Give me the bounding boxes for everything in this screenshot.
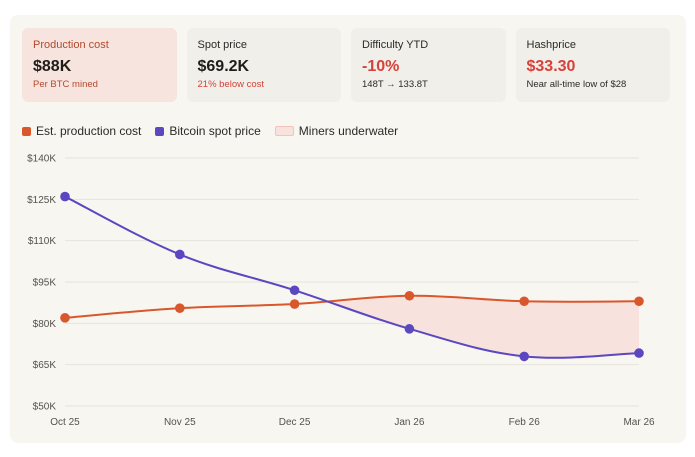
x-tick-label: Jan 26 [394, 417, 424, 428]
y-tick-label: $95K [33, 278, 57, 289]
x-tick-label: Feb 26 [509, 417, 541, 428]
card-label: Hashprice [526, 39, 577, 51]
data-point-cost [60, 313, 70, 323]
chart-legend: Est. production cost Bitcoin spot price … [22, 124, 412, 138]
card-label: Production cost [33, 39, 109, 51]
data-point-spot [404, 324, 415, 334]
legend-swatch-spot [155, 126, 165, 136]
dashboard-panel: Production cost $88K Per BTC mined Spot … [10, 15, 686, 443]
data-point-spot [60, 191, 70, 202]
y-tick-label: $50K [33, 402, 57, 413]
y-tick-label: $65K [33, 360, 57, 371]
data-point-spot [519, 351, 529, 362]
production-cost-card: Production cost $88K Per BTC mined [22, 28, 177, 102]
data-point-spot [175, 249, 185, 260]
data-point-cost [175, 303, 185, 313]
legend-label-underwater: Miners underwater [298, 124, 399, 138]
data-point-cost [289, 299, 300, 309]
card-value: $33.30 [526, 58, 576, 75]
card-subtext: 148T → 133.8T [362, 79, 428, 90]
data-point-spot [634, 348, 644, 358]
card-subtext: 21% below cost [197, 79, 265, 90]
data-point-cost [519, 296, 529, 307]
x-tick-label: Nov 25 [164, 417, 196, 428]
legend-label-cost: Est. production cost [36, 124, 142, 138]
x-tick-label: Dec 25 [279, 417, 311, 428]
card-label: Spot price [197, 39, 248, 51]
y-tick-label: $80K [33, 319, 57, 330]
hashprice-card: Hashprice $33.30 Near all-time low of $2… [515, 28, 670, 102]
spot-price-card: Spot price $69.2K 21% below cost [186, 28, 341, 102]
card-subtext: Per BTC mined [33, 79, 98, 90]
data-point-cost [404, 290, 415, 301]
y-tick-label: $110K [28, 236, 57, 247]
y-tick-label: $125K [27, 195, 56, 206]
x-tick-label: Mar 26 [623, 417, 655, 428]
card-subtext: Near all-time low of $28 [526, 79, 627, 90]
data-point-cost [634, 296, 644, 307]
card-value: -10% [362, 58, 400, 75]
data-point-spot [289, 285, 300, 296]
x-tick-label: Oct 25 [50, 417, 80, 428]
card-value: $69.2K [197, 58, 250, 75]
y-tick-label: $140K [27, 154, 56, 165]
series-line-spot [64, 195, 640, 359]
legend-label-spot: Bitcoin spot price [169, 124, 261, 138]
legend-swatch-cost [22, 126, 31, 136]
card-value: $88K [33, 58, 72, 75]
underwater-area [328, 295, 639, 358]
legend-item-cost: Est. production cost [22, 124, 141, 138]
series-line-cost [64, 294, 640, 319]
difficulty-card: Difficulty YTD -10% 148T → 133.8T [351, 28, 506, 102]
kpi-cards: Production cost $88K Per BTC mined Spot … [22, 28, 670, 102]
card-label: Difficulty YTD [362, 39, 429, 51]
legend-item-underwater: Miners underwater [274, 124, 399, 138]
legend-swatch-underwater [274, 126, 294, 136]
legend-item-spot: Bitcoin spot price [155, 124, 261, 138]
